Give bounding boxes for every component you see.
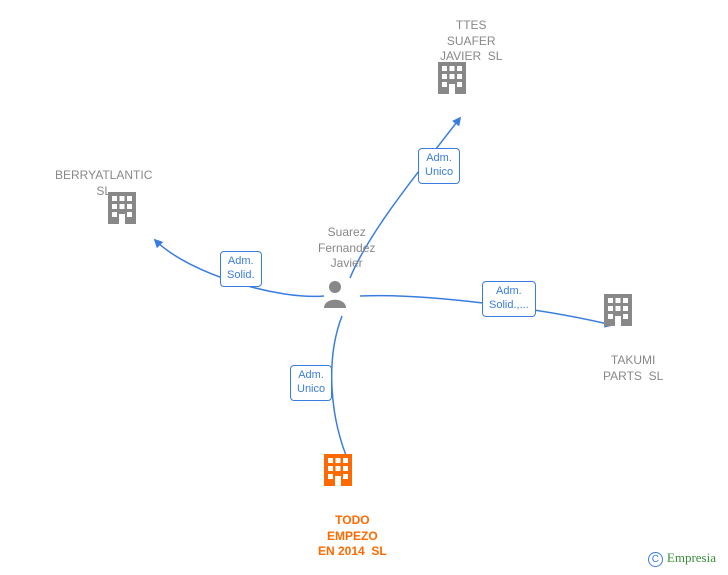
edge-todo <box>332 316 350 465</box>
node-label-berry: BERRYATLANTIC SL <box>55 168 152 199</box>
edge-label-todo: Adm. Unico <box>290 365 332 401</box>
building-icon <box>604 294 632 326</box>
node-label-todo: TODO EMPEZO EN 2014 SL <box>318 513 387 560</box>
center-label: Suarez Fernandez Javier <box>318 225 375 272</box>
copyright-icon: C <box>648 552 663 567</box>
node-label-ttes: TTES SUAFER JAVIER SL <box>440 18 502 65</box>
node-label-takumi: TAKUMI PARTS SL <box>603 353 663 384</box>
building-icon <box>438 62 466 94</box>
watermark-text: Empresia <box>667 550 716 565</box>
edge-label-takumi: Adm. Solid.,... <box>482 281 536 317</box>
person-icon <box>324 281 346 308</box>
graph-canvas <box>0 0 728 575</box>
edge-label-berry: Adm. Solid. <box>220 251 262 287</box>
building-icon <box>324 454 352 486</box>
watermark: C Empresia <box>648 550 716 567</box>
edge-label-ttes: Adm. Unico <box>418 148 460 184</box>
